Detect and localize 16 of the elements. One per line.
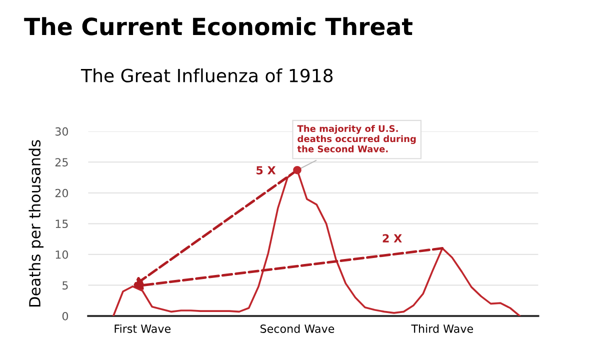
y-tick-label: 25 [55, 158, 68, 166]
y-tick-label: 10 [56, 250, 68, 259]
annotation: The majority of U.S. deaths occurred during the Second Wave. [297, 125, 416, 152]
y-tick-label: 30 [55, 127, 68, 136]
annotation: 5 X [256, 166, 276, 174]
x-tick-label: Second Wave [260, 324, 334, 333]
y-tick-label: 20 [55, 188, 68, 198]
y-tick-label: 5 [62, 281, 68, 290]
y-tick-label: 0 [62, 312, 68, 320]
x-tick-label: First Wave [114, 324, 171, 333]
y-axis-title: Deaths per thousands [28, 140, 44, 306]
chart-subtitle: The Great Influenza of 1918 [80, 68, 333, 82]
x-tick-label: Third Wave [411, 324, 473, 333]
annotation: 2 X [382, 234, 402, 242]
chart-title: The Current Economic Threat [24, 17, 412, 36]
y-tick-label: 15 [56, 220, 68, 228]
